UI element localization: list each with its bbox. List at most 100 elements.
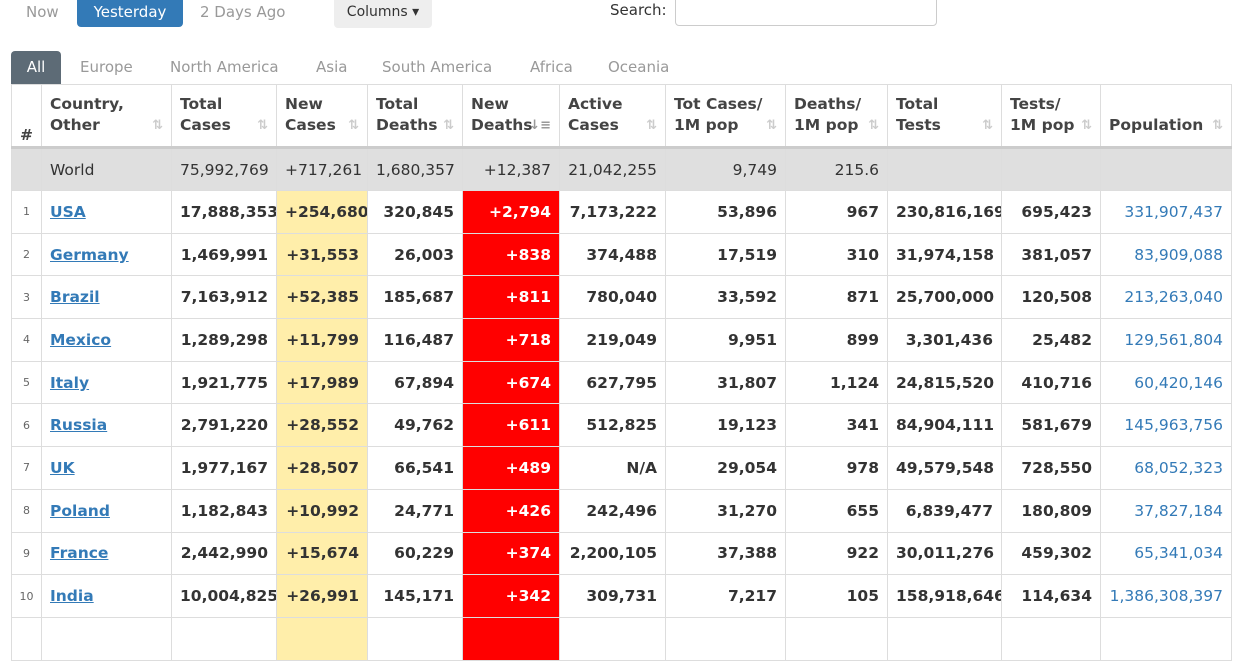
cell-new-deaths: +811 [462, 275, 560, 320]
cell-active-cases: 309,731 [559, 574, 666, 618]
sort-icon[interactable]: ⇅ [348, 118, 359, 133]
tab-2-days-ago[interactable]: 2 Days Ago [200, 3, 286, 21]
region-tab-europe[interactable]: Europe [80, 58, 133, 76]
table-row: 6 Russia 2,791,220 +28,552 49,762 +611 512,825… [11, 403, 1232, 448]
header-new-cases[interactable]: New Cases ⇅ [276, 84, 368, 149]
header-total-deaths[interactable]: Total Deaths ⇅ [367, 84, 463, 149]
cell-empty [367, 616, 463, 661]
header-country[interactable]: Country, Other ⇅ [41, 84, 172, 149]
population-link[interactable]: 60,420,146 [1134, 373, 1223, 392]
sort-icon[interactable]: ⇅ [1212, 118, 1223, 133]
sort-icon[interactable]: ⇅ [152, 118, 163, 133]
region-tab-all[interactable]: All [11, 51, 61, 84]
population-link[interactable]: 145,963,756 [1124, 416, 1223, 435]
cell-country: Italy [41, 360, 172, 405]
cell-empty [665, 616, 786, 661]
cell-empty [785, 616, 888, 661]
region-tab-africa[interactable]: Africa [530, 58, 573, 76]
header-label: Other [50, 116, 100, 134]
cell-empty [559, 616, 666, 661]
cell-total-tests: 49,579,548 [887, 446, 1002, 490]
sort-desc-icon[interactable]: ↓≡ [529, 118, 551, 133]
cell-active-cases: N/A [559, 446, 666, 490]
sort-icon[interactable]: ⇅ [257, 118, 268, 133]
header-population[interactable]: Population ⇅ [1100, 84, 1232, 149]
cell-new-deaths: +342 [462, 574, 560, 618]
region-tab-south-america[interactable]: South America [382, 58, 493, 76]
country-link[interactable]: USA [50, 202, 86, 221]
population-link[interactable]: 331,907,437 [1124, 202, 1223, 221]
header-new-deaths[interactable]: New Deaths ↓≡ [462, 84, 560, 149]
cell-cases-per-1m: 19,123 [665, 403, 786, 448]
population-link[interactable]: 83,909,088 [1134, 245, 1223, 264]
cell-total-cases: 1,469,991 [171, 232, 277, 277]
cell-total-deaths: 67,894 [367, 360, 463, 405]
cell-total-deaths: 185,687 [367, 275, 463, 320]
cell-country: UK [41, 446, 172, 490]
header-cases-per-1m[interactable]: Tot Cases/1M pop ⇅ [665, 84, 786, 149]
header-label: New [471, 95, 509, 113]
cell-country: Mexico [41, 318, 172, 362]
population-link[interactable]: 37,827,184 [1134, 501, 1223, 520]
country-link[interactable]: France [50, 544, 109, 563]
cell-total-cases: 17,888,353 [171, 190, 277, 234]
country-link[interactable]: Russia [50, 416, 108, 435]
cell-total-cases: 2,442,990 [171, 531, 277, 576]
cell-new-cases: +717,261 [276, 147, 368, 191]
sort-icon[interactable]: ⇅ [646, 118, 657, 133]
tab-now[interactable]: Now [26, 3, 59, 21]
population-link[interactable]: 65,341,034 [1134, 544, 1223, 563]
cell-tests-per-1m: 114,634 [1001, 574, 1101, 618]
header-tests-per-1m[interactable]: Tests/1M pop ⇅ [1001, 84, 1101, 149]
cell-tests-per-1m [1001, 147, 1101, 191]
cell-empty [462, 616, 560, 661]
table-row: 9 France 2,442,990 +15,674 60,229 +374 2,200,1… [11, 531, 1232, 576]
table-row: 10 India 10,004,825 +26,991 145,171 +342 309,7… [11, 574, 1232, 618]
cell-active-cases: 21,042,255 [559, 147, 666, 191]
sort-icon[interactable]: ⇅ [1081, 118, 1092, 133]
population-link[interactable]: 68,052,323 [1134, 458, 1223, 477]
header-rank[interactable]: # [11, 84, 42, 149]
country-link[interactable]: Brazil [50, 288, 100, 307]
country-link[interactable]: UK [50, 458, 75, 477]
table-row [11, 616, 1232, 661]
header-label: # [20, 126, 33, 144]
search-label: Search: [610, 1, 667, 19]
country-link[interactable]: Germany [50, 245, 129, 264]
search-input[interactable] [675, 0, 937, 26]
cell-new-deaths: +674 [462, 360, 560, 405]
region-tab-asia[interactable]: Asia [316, 58, 348, 76]
header-label: Cases [180, 116, 231, 134]
country-link[interactable]: Poland [50, 501, 110, 520]
population-link[interactable]: 213,263,040 [1124, 288, 1223, 307]
country-link[interactable]: Mexico [50, 330, 112, 349]
header-label: 1M pop [794, 116, 859, 134]
population-link[interactable]: 129,561,804 [1124, 330, 1223, 349]
header-active-cases[interactable]: Active Cases ⇅ [559, 84, 666, 149]
cell-new-deaths: +838 [462, 232, 560, 277]
header-deaths-per-1m[interactable]: Deaths/1M pop ⇅ [785, 84, 888, 149]
population-link[interactable]: 1,386,308,397 [1109, 587, 1223, 606]
sort-icon[interactable]: ⇅ [766, 118, 777, 133]
cell-deaths-per-1m: 978 [785, 446, 888, 490]
header-label: Tests/ [1010, 95, 1061, 113]
cell-new-deaths: +718 [462, 318, 560, 362]
cell-total-tests: 30,011,276 [887, 531, 1002, 576]
sort-icon[interactable]: ⇅ [982, 118, 993, 133]
cell-empty [41, 616, 172, 661]
country-link[interactable]: India [50, 587, 94, 606]
cell-population: 213,263,040 [1100, 275, 1232, 320]
sort-icon[interactable]: ⇅ [443, 118, 454, 133]
cell-active-cases: 780,040 [559, 275, 666, 320]
header-total-cases[interactable]: Total Cases ⇅ [171, 84, 277, 149]
header-total-tests[interactable]: Total Tests ⇅ [887, 84, 1002, 149]
tab-yesterday[interactable]: Yesterday [77, 0, 183, 27]
country-link[interactable]: Italy [50, 373, 90, 392]
covid-table: # Country, Other ⇅ Total Cases ⇅ New Cases ⇅ Total… [11, 84, 1232, 661]
cell-cases-per-1m: 17,519 [665, 232, 786, 277]
region-tab-north-america[interactable]: North America [170, 58, 279, 76]
sort-icon[interactable]: ⇅ [868, 118, 879, 133]
columns-button[interactable]: Columns ▾ [334, 0, 432, 28]
region-tab-oceania[interactable]: Oceania [608, 58, 670, 76]
header-label: Total [180, 95, 223, 113]
